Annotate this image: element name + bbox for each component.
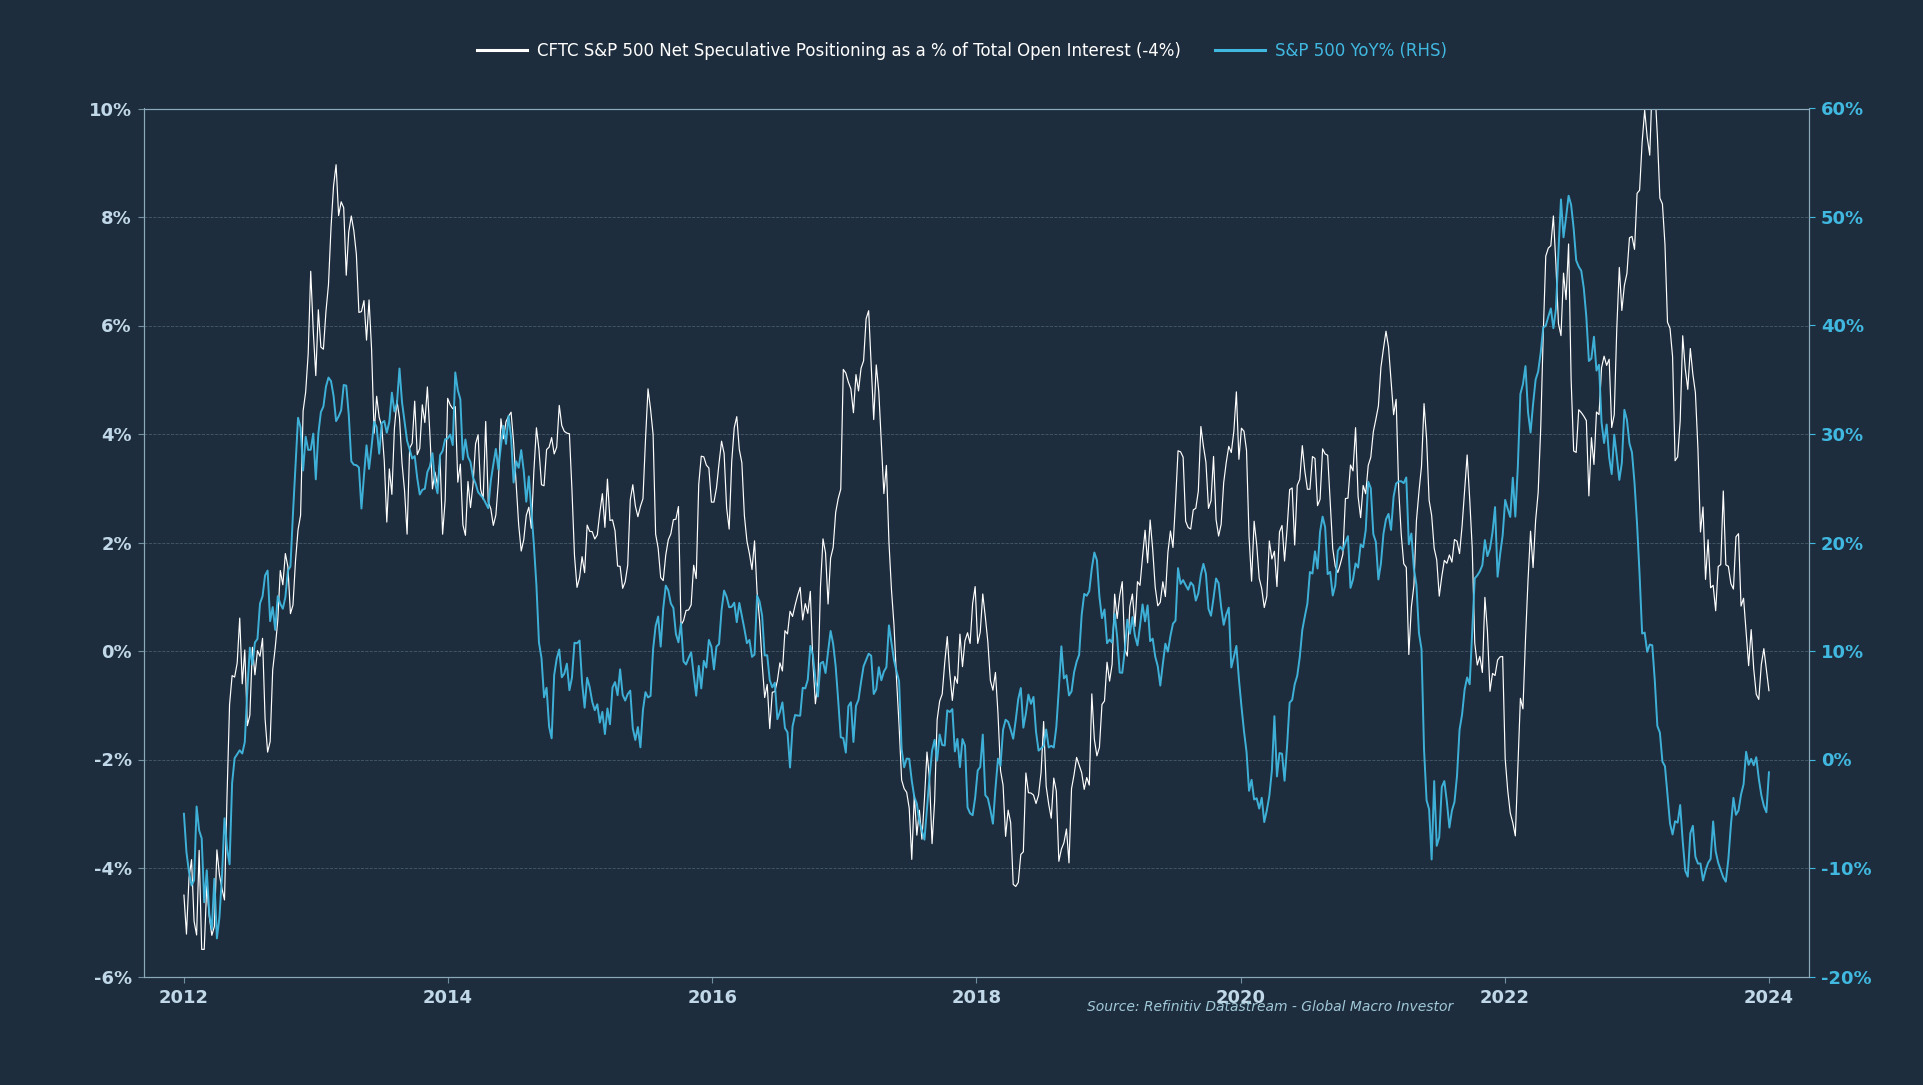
Legend: CFTC S&P 500 Net Speculative Positioning as a % of Total Open Interest (-4%), S&: CFTC S&P 500 Net Speculative Positioning… (471, 36, 1452, 67)
Text: Source: Refinitiv Datastream - Global Macro Investor: Source: Refinitiv Datastream - Global Ma… (1086, 1000, 1452, 1014)
